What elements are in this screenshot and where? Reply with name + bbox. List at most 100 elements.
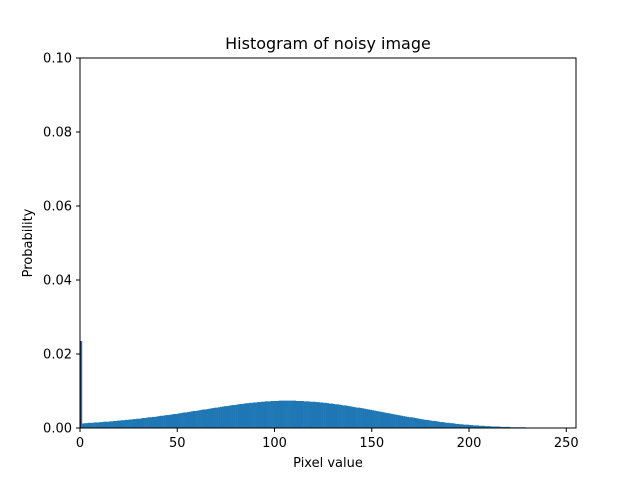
histogram-bar	[397, 415, 400, 428]
histogram-bar	[400, 415, 404, 428]
histogram-bar	[367, 409, 371, 428]
histogram-bar	[280, 400, 283, 428]
histogram-bar	[115, 420, 118, 428]
histogram-bar	[363, 408, 367, 428]
histogram-bar	[381, 412, 384, 428]
histogram-bar	[439, 422, 443, 428]
histogram-bar	[293, 400, 297, 428]
histogram-bar	[157, 416, 160, 428]
histogram-bar	[360, 408, 363, 428]
histogram-bar	[432, 420, 435, 428]
histogram-bar	[350, 406, 353, 428]
histogram-bar	[138, 418, 141, 428]
histogram-bar	[206, 409, 209, 428]
histogram-bar	[317, 402, 320, 428]
histogram-bar	[91, 422, 94, 428]
histogram-bar	[393, 414, 396, 428]
histogram-bar	[258, 402, 262, 428]
histogram-bar	[377, 411, 380, 428]
histogram-bar	[153, 416, 157, 428]
histogram-bar	[167, 415, 170, 428]
histogram-bar	[221, 406, 225, 428]
y-tick-label: 0.08	[43, 126, 72, 141]
histogram-bar	[155, 416, 159, 428]
histogram-bar	[161, 415, 164, 428]
histogram-bar	[496, 426, 499, 428]
x-axis-label: Pixel value	[293, 456, 363, 471]
x-tick-label: 200	[457, 436, 482, 451]
histogram-bar	[177, 413, 180, 428]
histogram-bar	[229, 405, 232, 428]
histogram-bar	[249, 402, 252, 428]
histogram-bar	[264, 401, 267, 428]
y-tick-label: 0.02	[43, 348, 72, 363]
histogram-bar	[467, 424, 470, 428]
histogram-bar	[474, 425, 478, 428]
histogram-bar	[478, 425, 481, 428]
histogram-bar	[410, 417, 413, 428]
histogram-bar	[151, 416, 155, 428]
histogram-bar	[113, 420, 116, 428]
histogram-bar	[371, 410, 374, 428]
histogram-bar	[502, 426, 505, 428]
histogram-bar	[311, 401, 314, 428]
histogram-bar	[356, 407, 359, 428]
histogram-bar	[472, 425, 476, 428]
histogram-bar	[404, 416, 408, 428]
histogram-bars	[79, 341, 526, 428]
histogram-bar	[342, 405, 345, 428]
histogram-bar	[383, 412, 386, 428]
histogram-bar	[338, 404, 341, 428]
histogram-bar	[171, 414, 174, 428]
histogram-bar	[453, 423, 456, 428]
histogram-bar	[441, 422, 444, 428]
histogram-bar	[262, 401, 266, 428]
histogram-bar	[132, 419, 135, 428]
histogram-bar	[505, 426, 509, 428]
histogram-bar	[278, 400, 281, 428]
histogram-bar	[459, 424, 462, 428]
histogram-bar	[334, 404, 338, 428]
histogram-bar	[179, 413, 182, 428]
histogram-bar	[136, 418, 139, 428]
histogram-bar	[241, 403, 244, 428]
histogram-bar	[369, 409, 373, 428]
histogram-bar	[408, 417, 411, 428]
histogram-bar	[190, 411, 194, 428]
histogram-bar	[101, 422, 104, 428]
histogram-bar	[142, 418, 145, 428]
histogram-bar	[332, 403, 336, 428]
histogram-bar	[235, 404, 238, 428]
histogram-bar	[247, 403, 250, 428]
histogram-bar	[330, 403, 334, 428]
histogram-bar	[223, 406, 227, 428]
histogram-bar	[303, 401, 306, 428]
histogram-bar	[482, 425, 485, 428]
histogram-bar	[476, 425, 479, 428]
histogram-bar	[194, 410, 197, 428]
histogram-bar	[490, 426, 493, 428]
histogram-bar	[418, 418, 421, 428]
histogram-bar	[144, 418, 147, 428]
y-tick-label: 0.10	[43, 52, 72, 67]
histogram-bar	[424, 419, 427, 428]
histogram-bar	[484, 426, 487, 428]
histogram-bar	[295, 400, 299, 428]
histogram-bar	[348, 406, 351, 428]
histogram-bar	[488, 426, 491, 428]
histogram-bar	[391, 413, 394, 428]
histogram-bar	[286, 400, 289, 428]
histogram-bar	[220, 406, 223, 428]
x-tick-label: 150	[359, 436, 384, 451]
histogram-bar	[389, 413, 392, 428]
histogram-bar	[292, 400, 295, 428]
histogram-bar	[97, 422, 100, 428]
histogram-bar	[165, 415, 168, 428]
histogram-bar	[470, 425, 474, 428]
histogram-bar	[305, 401, 308, 428]
histogram-bar	[227, 405, 231, 428]
histogram-bar	[344, 405, 347, 428]
histogram-bar	[282, 400, 285, 428]
